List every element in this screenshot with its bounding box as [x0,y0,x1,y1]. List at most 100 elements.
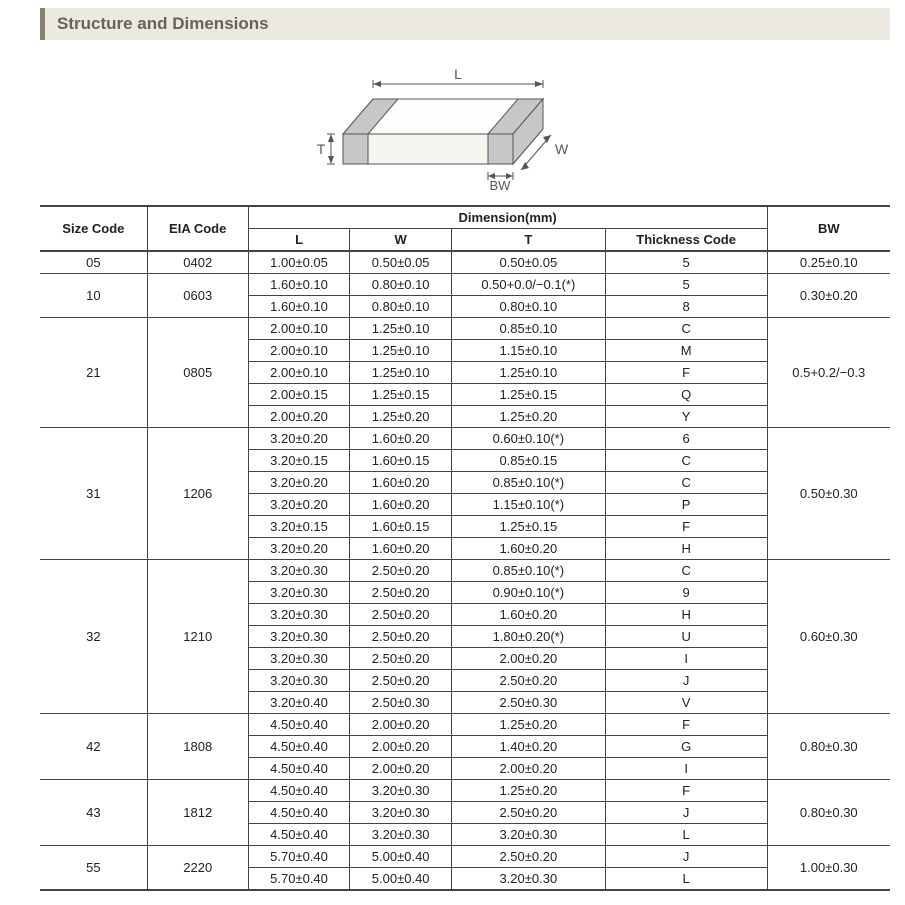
cell-T: 1.25±0.10 [452,362,606,384]
cell-size-code: 42 [40,714,147,780]
cell-T: 1.25±0.20 [452,406,606,428]
th-T: T [452,229,606,252]
cell-T: 1.80±0.20(*) [452,626,606,648]
cell-eia-code: 1808 [147,714,248,780]
label-T: T [316,141,325,157]
cell-TC: 5 [605,274,767,296]
cell-W: 2.50±0.30 [350,692,452,714]
th-bw: BW [767,206,890,251]
cell-T: 0.85±0.10 [452,318,606,340]
cell-L: 3.20±0.20 [248,494,350,516]
cell-W: 1.25±0.10 [350,340,452,362]
cell-TC: I [605,758,767,780]
cell-L: 3.20±0.20 [248,472,350,494]
cell-size-code: 55 [40,846,147,891]
cell-T: 2.50±0.30 [452,692,606,714]
th-size-code: Size Code [40,206,147,251]
cell-L: 4.50±0.40 [248,780,350,802]
cell-TC: J [605,802,767,824]
cell-TC: C [605,472,767,494]
cell-L: 3.20±0.30 [248,626,350,648]
cell-TC: L [605,868,767,891]
cell-L: 4.50±0.40 [248,714,350,736]
cell-TC: F [605,780,767,802]
cell-T: 1.60±0.20 [452,538,606,560]
cell-W: 5.00±0.40 [350,846,452,868]
cell-TC: Y [605,406,767,428]
cell-W: 1.25±0.10 [350,362,452,384]
cell-eia-code: 0402 [147,251,248,274]
cell-W: 1.25±0.10 [350,318,452,340]
cell-W: 5.00±0.40 [350,868,452,891]
cell-L: 2.00±0.15 [248,384,350,406]
cell-L: 3.20±0.40 [248,692,350,714]
cell-L: 4.50±0.40 [248,802,350,824]
cell-L: 5.70±0.40 [248,868,350,891]
cell-size-code: 05 [40,251,147,274]
cell-W: 2.00±0.20 [350,758,452,780]
cell-W: 3.20±0.30 [350,824,452,846]
cell-bw: 0.25±0.10 [767,251,890,274]
cell-T: 1.60±0.20 [452,604,606,626]
cell-TC: L [605,824,767,846]
cell-L: 3.20±0.15 [248,450,350,472]
cell-TC: Q [605,384,767,406]
cell-L: 3.20±0.20 [248,428,350,450]
cell-W: 0.50±0.05 [350,251,452,274]
cell-bw: 0.80±0.30 [767,714,890,780]
cell-size-code: 21 [40,318,147,428]
cell-T: 2.00±0.20 [452,648,606,670]
cell-W: 2.00±0.20 [350,736,452,758]
cell-L: 2.00±0.10 [248,362,350,384]
cell-TC: H [605,538,767,560]
cell-L: 4.50±0.40 [248,736,350,758]
cell-W: 2.50±0.20 [350,626,452,648]
cell-TC: I [605,648,767,670]
cell-T: 0.50+0.0/−0.1(*) [452,274,606,296]
cell-W: 1.60±0.20 [350,538,452,560]
cell-TC: 8 [605,296,767,318]
cell-W: 3.20±0.30 [350,780,452,802]
cell-W: 1.60±0.20 [350,472,452,494]
cell-L: 1.60±0.10 [248,274,350,296]
cell-W: 1.25±0.15 [350,384,452,406]
cell-TC: F [605,516,767,538]
cell-W: 1.25±0.20 [350,406,452,428]
cell-T: 1.25±0.20 [452,714,606,736]
cell-TC: G [605,736,767,758]
cell-W: 1.60±0.20 [350,494,452,516]
cell-W: 2.50±0.20 [350,670,452,692]
cell-TC: 9 [605,582,767,604]
cell-L: 3.20±0.30 [248,560,350,582]
cell-eia-code: 1210 [147,560,248,714]
cell-TC: F [605,362,767,384]
cell-W: 1.60±0.15 [350,450,452,472]
cell-TC: V [605,692,767,714]
cell-bw: 0.80±0.30 [767,780,890,846]
cell-TC: C [605,450,767,472]
cell-L: 3.20±0.30 [248,670,350,692]
cell-T: 0.85±0.15 [452,450,606,472]
th-eia-code: EIA Code [147,206,248,251]
cell-W: 3.20±0.30 [350,802,452,824]
cell-TC: C [605,560,767,582]
cell-size-code: 32 [40,560,147,714]
cell-T: 2.50±0.20 [452,670,606,692]
cell-W: 2.50±0.20 [350,582,452,604]
cell-T: 0.90±0.10(*) [452,582,606,604]
cell-TC: J [605,846,767,868]
cell-T: 0.80±0.10 [452,296,606,318]
cell-T: 3.20±0.30 [452,824,606,846]
cell-bw: 0.30±0.20 [767,274,890,318]
label-L: L [454,66,462,82]
th-dimension: Dimension(mm) [248,206,767,229]
cell-L: 2.00±0.20 [248,406,350,428]
cell-TC: M [605,340,767,362]
cell-T: 0.85±0.10(*) [452,560,606,582]
cell-T: 1.15±0.10(*) [452,494,606,516]
th-L: L [248,229,350,252]
cell-L: 5.70±0.40 [248,846,350,868]
cell-L: 4.50±0.40 [248,758,350,780]
cell-bw: 0.60±0.30 [767,560,890,714]
cell-T: 1.25±0.15 [452,384,606,406]
